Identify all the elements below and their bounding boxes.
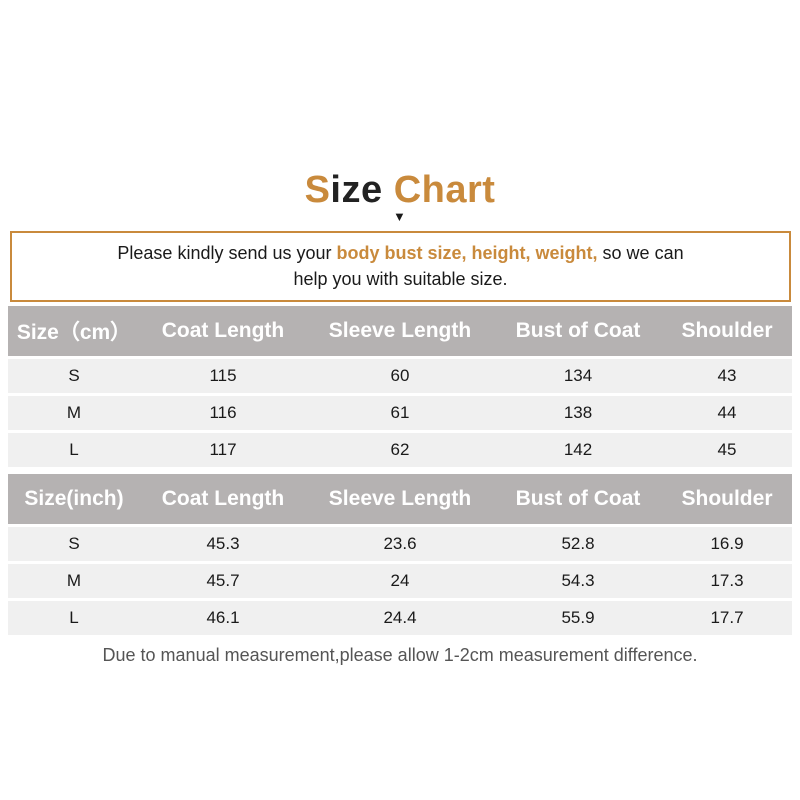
- cell-coat-length: 116: [140, 393, 306, 430]
- cell-sleeve-length: 24.4: [306, 598, 494, 635]
- notice-highlight: body bust size, height, weight,: [336, 243, 598, 263]
- cell-bust-of-coat: 134: [494, 356, 662, 393]
- table-row: M 116 61 138 44: [8, 393, 792, 430]
- cell-coat-length: 115: [140, 356, 306, 393]
- cell-sleeve-length: 23.6: [306, 524, 494, 561]
- cell-shoulder: 45: [662, 430, 792, 467]
- header-sleeve-length: Sleeve Length: [306, 306, 494, 356]
- notice-suffix: so we can: [597, 243, 684, 263]
- cell-size: L: [8, 598, 140, 635]
- header-bust-of-coat: Bust of Coat: [494, 474, 662, 524]
- table-row: S 45.3 23.6 52.8 16.9: [8, 524, 792, 561]
- header-coat-length: Coat Length: [140, 474, 306, 524]
- size-table-cm: Size（cm） Coat Length Sleeve Length Bust …: [8, 306, 792, 467]
- title-word-chart: Chart: [393, 169, 496, 211]
- header-bust-of-coat: Bust of Coat: [494, 306, 662, 356]
- header-coat-length: Coat Length: [140, 306, 306, 356]
- header-size: Size（cm）: [8, 306, 140, 356]
- cell-coat-length: 45.3: [140, 524, 306, 561]
- size-table-inch: Size(inch) Coat Length Sleeve Length Bus…: [8, 474, 792, 635]
- cell-shoulder: 44: [662, 393, 792, 430]
- cell-shoulder: 17.3: [662, 561, 792, 598]
- cell-coat-length: 45.7: [140, 561, 306, 598]
- down-arrow-icon: ▼: [393, 209, 406, 224]
- header-shoulder: Shoulder: [662, 306, 792, 356]
- cell-sleeve-length: 24: [306, 561, 494, 598]
- table-row: M 45.7 24 54.3 17.3: [8, 561, 792, 598]
- notice-line2: help you with suitable size.: [293, 269, 508, 289]
- cell-coat-length: 117: [140, 430, 306, 467]
- cell-bust-of-coat: 55.9: [494, 598, 662, 635]
- cell-size: M: [8, 561, 140, 598]
- cell-sleeve-length: 62: [306, 430, 494, 467]
- cell-size: M: [8, 393, 140, 430]
- cell-coat-length: 46.1: [140, 598, 306, 635]
- header-shoulder: Shoulder: [662, 474, 792, 524]
- cell-shoulder: 16.9: [662, 524, 792, 561]
- measurement-footnote: Due to manual measurement,please allow 1…: [102, 645, 698, 665]
- table-row: L 46.1 24.4 55.9 17.7: [8, 598, 792, 635]
- cell-bust-of-coat: 138: [494, 393, 662, 430]
- cell-shoulder: 17.7: [662, 598, 792, 635]
- cell-sleeve-length: 60: [306, 356, 494, 393]
- header-sleeve-length: Sleeve Length: [306, 474, 494, 524]
- cell-size: L: [8, 430, 140, 467]
- cell-sleeve-length: 61: [306, 393, 494, 430]
- header-size: Size(inch): [8, 474, 140, 524]
- page-title: Size Chart: [0, 166, 800, 214]
- table-header-row: Size（cm） Coat Length Sleeve Length Bust …: [8, 306, 792, 356]
- title-word-size: ize: [330, 169, 383, 211]
- table-row: L 117 62 142 45: [8, 430, 792, 467]
- cell-bust-of-coat: 52.8: [494, 524, 662, 561]
- cell-size: S: [8, 356, 140, 393]
- notice-prefix: Please kindly send us your: [117, 243, 337, 263]
- table-header-row: Size(inch) Coat Length Sleeve Length Bus…: [8, 474, 792, 524]
- table-row: S 115 60 134 43: [8, 356, 792, 393]
- cell-shoulder: 43: [662, 356, 792, 393]
- cell-size: S: [8, 524, 140, 561]
- notice-box: Please kindly send us your body bust siz…: [10, 231, 791, 302]
- title-first-letter: S: [304, 169, 331, 211]
- cell-bust-of-coat: 142: [494, 430, 662, 467]
- cell-bust-of-coat: 54.3: [494, 561, 662, 598]
